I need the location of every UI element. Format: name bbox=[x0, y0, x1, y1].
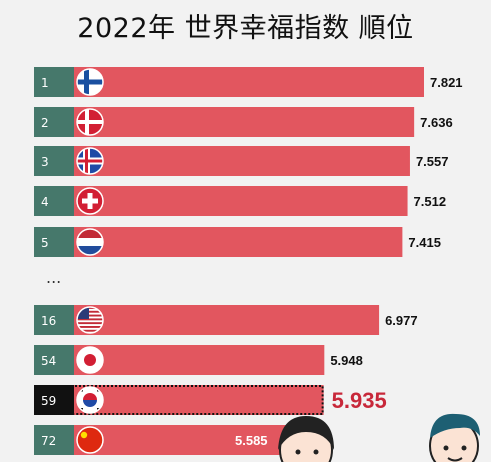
rank-label: 1 bbox=[41, 76, 49, 90]
value-label: 7.512 bbox=[414, 194, 447, 209]
rank-label: 2 bbox=[41, 116, 49, 130]
bar-row: 16 6.977 bbox=[34, 305, 418, 335]
rank-gap-marker: ... bbox=[46, 268, 62, 287]
rank-label: 72 bbox=[41, 434, 56, 448]
usa-flag-icon bbox=[76, 306, 104, 334]
switzerland-flag-icon bbox=[76, 187, 104, 215]
value-label: 5.585 bbox=[235, 433, 268, 448]
rank-label: 5 bbox=[41, 236, 49, 250]
value-label: 7.636 bbox=[420, 115, 453, 130]
rank-block bbox=[34, 227, 74, 257]
rank-block bbox=[34, 107, 74, 137]
bar-row: 1 7.821 bbox=[34, 67, 463, 97]
rank-block bbox=[34, 186, 74, 216]
value-label: 7.415 bbox=[408, 235, 441, 250]
chart-title: 2022年 世界幸福指数 順位 bbox=[77, 13, 414, 44]
bar-row: 54 5.948 bbox=[34, 345, 363, 375]
value-label: 7.557 bbox=[416, 154, 449, 169]
value-label: 7.821 bbox=[430, 75, 463, 90]
value-label: 5.948 bbox=[330, 353, 363, 368]
rank-block bbox=[34, 425, 74, 455]
rank-block bbox=[34, 385, 74, 415]
iceland-flag-icon bbox=[76, 147, 104, 175]
bar-row: 5 7.415 bbox=[34, 227, 441, 257]
bar-row: 4 7.512 bbox=[34, 186, 446, 216]
rank-label: 59 bbox=[41, 394, 56, 408]
rank-block bbox=[34, 67, 74, 97]
denmark-flag-icon bbox=[76, 108, 104, 136]
china-flag-icon bbox=[76, 426, 104, 454]
rank-block bbox=[34, 345, 74, 375]
rank-label: 4 bbox=[41, 195, 49, 209]
rank-block bbox=[34, 146, 74, 176]
japan-flag-icon bbox=[76, 346, 104, 374]
boy-illustration bbox=[429, 413, 480, 462]
rank-label: 3 bbox=[41, 155, 49, 169]
rank-block bbox=[34, 305, 74, 335]
rank-label: 54 bbox=[41, 354, 56, 368]
bar-row: 2 7.636 bbox=[34, 107, 453, 137]
value-label: 5.935 bbox=[332, 388, 387, 413]
bar-row: 3 7.557 bbox=[34, 146, 448, 176]
rank-label: 16 bbox=[41, 314, 56, 328]
bar-row: 72 5.585 bbox=[34, 425, 305, 455]
value-label: 6.977 bbox=[385, 313, 418, 328]
bar-row: 59 5.935 bbox=[34, 385, 387, 415]
girl-illustration bbox=[278, 416, 334, 462]
finland-flag-icon bbox=[76, 68, 104, 96]
highlight-outline bbox=[34, 385, 324, 415]
korea-flag-icon bbox=[76, 386, 104, 414]
netherlands-flag-icon bbox=[76, 228, 104, 256]
